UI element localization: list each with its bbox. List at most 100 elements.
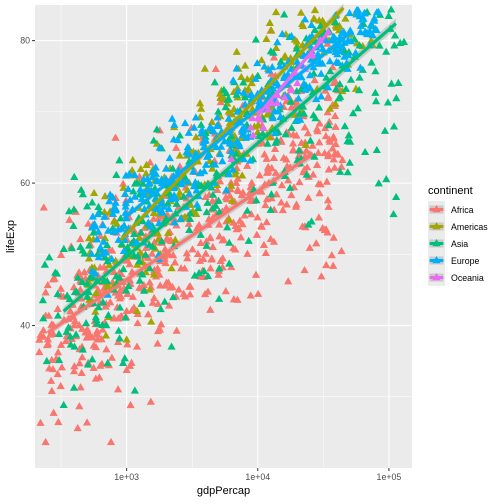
point-americas bbox=[292, 37, 301, 45]
point-asia bbox=[266, 205, 275, 213]
point-americas bbox=[191, 133, 201, 141]
point-asia bbox=[371, 67, 380, 75]
point-africa bbox=[300, 123, 309, 131]
point-asia bbox=[84, 241, 94, 249]
point-europe bbox=[99, 237, 108, 245]
point-europe bbox=[329, 32, 338, 40]
point-americas bbox=[233, 83, 242, 92]
point-asia bbox=[243, 206, 252, 214]
point-europe bbox=[190, 123, 199, 131]
point-africa bbox=[214, 270, 223, 278]
point-africa bbox=[99, 262, 109, 271]
point-africa bbox=[304, 193, 313, 201]
point-asia bbox=[353, 104, 362, 112]
point-europe bbox=[214, 121, 223, 129]
point-europe bbox=[185, 150, 194, 158]
grid-lines bbox=[35, 5, 412, 468]
point-europe bbox=[199, 143, 208, 151]
point-africa bbox=[201, 249, 210, 257]
point-asia bbox=[219, 85, 228, 93]
point-africa bbox=[156, 281, 165, 289]
point-europe bbox=[296, 115, 305, 123]
point-asia bbox=[382, 175, 391, 183]
point-africa bbox=[73, 423, 82, 432]
point-europe bbox=[273, 107, 282, 115]
point-europe bbox=[335, 41, 344, 49]
point-africa bbox=[320, 225, 330, 233]
point-asia bbox=[82, 202, 92, 210]
point-asia bbox=[344, 131, 353, 139]
point-africa bbox=[184, 219, 193, 227]
point-americas bbox=[325, 104, 335, 112]
point-africa bbox=[289, 146, 298, 154]
point-asia bbox=[103, 358, 112, 367]
point-asia bbox=[267, 190, 276, 198]
point-africa bbox=[66, 307, 75, 315]
point-europe bbox=[312, 94, 321, 103]
point-africa bbox=[324, 165, 333, 173]
point-asia bbox=[306, 136, 315, 144]
point-africa bbox=[213, 185, 222, 194]
point-africa bbox=[71, 316, 80, 325]
point-africa bbox=[107, 353, 116, 361]
y-axis-title: lifeExp bbox=[5, 220, 17, 253]
point-africa bbox=[288, 139, 298, 147]
point-asia bbox=[384, 11, 393, 19]
legend-label: Oceania bbox=[451, 273, 484, 283]
point-asia bbox=[287, 123, 296, 131]
point-africa bbox=[80, 268, 89, 276]
point-europe bbox=[87, 223, 97, 231]
point-europe bbox=[268, 84, 278, 92]
point-asia bbox=[163, 199, 172, 207]
point-asia bbox=[335, 79, 344, 88]
point-africa bbox=[260, 150, 269, 158]
point-asia bbox=[346, 75, 356, 83]
point-asia bbox=[225, 238, 234, 246]
point-europe bbox=[287, 31, 296, 40]
point-africa bbox=[114, 337, 123, 346]
point-africa bbox=[128, 292, 137, 300]
point-africa bbox=[172, 143, 181, 151]
point-asia bbox=[62, 327, 71, 335]
legend-marker-triangle bbox=[432, 222, 441, 230]
point-africa bbox=[123, 340, 132, 348]
point-americas bbox=[265, 133, 274, 141]
point-europe bbox=[98, 221, 107, 229]
point-asia bbox=[380, 126, 390, 134]
point-asia bbox=[208, 190, 218, 198]
axes: 1e+03 1e+04 1e+05 40 60 80 bbox=[20, 36, 401, 482]
point-africa bbox=[331, 111, 340, 119]
point-asia bbox=[115, 303, 125, 311]
point-africa bbox=[328, 144, 337, 152]
point-asia bbox=[121, 313, 130, 321]
point-europe bbox=[161, 174, 171, 182]
point-africa bbox=[48, 275, 58, 283]
point-americas bbox=[247, 78, 256, 87]
point-africa bbox=[127, 306, 136, 314]
point-africa bbox=[91, 374, 100, 382]
point-asia bbox=[81, 319, 91, 327]
point-europe bbox=[87, 249, 96, 257]
point-asia bbox=[145, 264, 154, 272]
point-americas bbox=[272, 43, 281, 51]
point-asia bbox=[239, 78, 248, 86]
point-asia bbox=[94, 202, 103, 210]
point-africa bbox=[300, 265, 309, 274]
point-europe bbox=[318, 44, 327, 52]
point-europe bbox=[125, 195, 135, 203]
point-asia bbox=[210, 78, 219, 86]
point-africa bbox=[70, 362, 79, 370]
point-americas bbox=[132, 306, 142, 315]
point-europe bbox=[258, 91, 267, 99]
point-asia bbox=[136, 228, 146, 236]
point-asia bbox=[69, 383, 79, 391]
point-oceania bbox=[248, 114, 257, 122]
point-africa bbox=[132, 342, 142, 350]
point-europe bbox=[93, 209, 103, 218]
point-europe bbox=[203, 152, 212, 160]
point-asia bbox=[276, 57, 285, 65]
point-africa bbox=[185, 290, 195, 298]
point-europe bbox=[184, 128, 193, 136]
point-americas bbox=[310, 15, 319, 23]
point-asia bbox=[194, 268, 204, 277]
